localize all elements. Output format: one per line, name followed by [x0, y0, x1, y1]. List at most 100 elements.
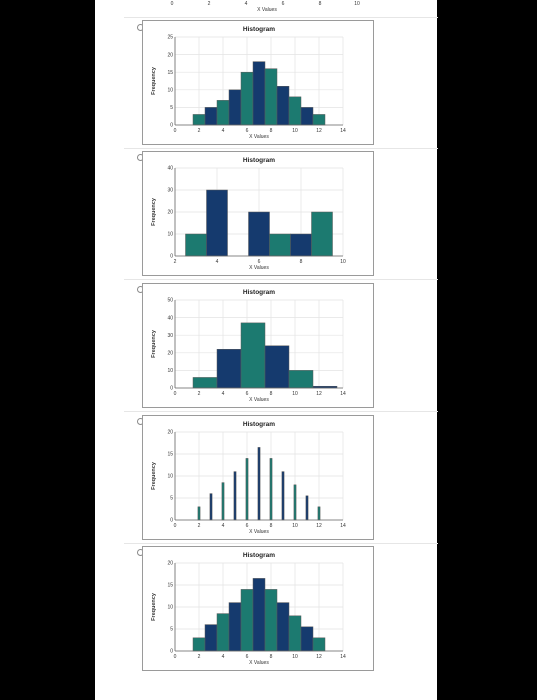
x-axis-label: X Values [249, 397, 269, 403]
y-tick-label: 10 [167, 232, 173, 238]
y-tick-label: 15 [167, 452, 173, 458]
y-tick-label: 0 [170, 518, 173, 524]
y-tick-label: 30 [167, 333, 173, 339]
x-tick-label: 0 [174, 128, 177, 134]
x-tick-label: 6 [246, 523, 249, 529]
option-divider [124, 17, 438, 18]
histogram-bar [264, 589, 278, 652]
x-tick-label: 4 [222, 523, 225, 529]
histogram-c-svg: Histogram 0 10 20 30 40 50 0 2 4 6 8 10 12 14 X Values F… [151, 289, 346, 403]
histogram-bar [228, 89, 242, 126]
x-tick-label: 14 [340, 391, 346, 397]
histogram-bar [276, 602, 290, 652]
x-tick-label: 0 [174, 654, 177, 660]
histogram-bar [204, 107, 218, 126]
x-tick-label: 0 [174, 523, 177, 529]
y-tick-label: 0 [170, 254, 173, 260]
x-tick-label: 6 [246, 391, 249, 397]
histogram-bar [288, 370, 314, 389]
x-tick-label: 4 [222, 128, 225, 134]
histogram-bar [192, 637, 206, 652]
histogram-bar [206, 189, 228, 257]
y-axis-label: Frequency [151, 592, 157, 621]
x-tick-label: 2 [198, 128, 201, 134]
histogram-bar [312, 637, 326, 652]
x-tick-label: 10 [292, 128, 298, 134]
histogram-bar [269, 233, 291, 257]
option-d-histogram: Histogram 0 5 10 15 20 0 2 4 6 8 10 12 14 X Values Freq… [142, 415, 374, 540]
y-tick-label: 10 [167, 88, 173, 94]
histogram-bar [300, 626, 314, 652]
x-tick-label: 0 [171, 1, 174, 7]
y-tick-label: 5 [170, 105, 173, 111]
x-tick-label: 4 [222, 654, 225, 660]
histogram-bar [233, 471, 237, 521]
histogram-bar [305, 495, 309, 521]
histogram-bar [221, 482, 225, 521]
chart-title: Histogram [243, 552, 275, 559]
y-tick-label: 40 [167, 315, 173, 321]
previous-chart-axis: 0 2 4 6 8 10 X Values [171, 1, 360, 13]
histogram-bar [264, 68, 278, 126]
option-divider [124, 543, 438, 544]
option-a-histogram: Histogram 0 5 10 15 20 25 0 2 4 6 8 10 12 14 X Values Fr… [142, 20, 374, 145]
x-tick-label: 2 [198, 523, 201, 529]
x-tick-label: 8 [319, 1, 322, 7]
chart-title: Histogram [243, 289, 275, 296]
y-tick-label: 5 [170, 627, 173, 633]
x-tick-label: 12 [316, 128, 322, 134]
histogram-bar [240, 71, 254, 126]
y-tick-label: 10 [167, 368, 173, 374]
histogram-bar [216, 613, 230, 652]
histogram-bar [248, 211, 270, 257]
y-tick-label: 40 [167, 166, 173, 172]
histogram-b-svg: Histogram 0 10 20 30 40 2 4 6 8 10 X Values Frequenc… [151, 157, 346, 271]
histogram-d-svg: Histogram 0 5 10 15 20 0 2 4 6 8 10 12 14 X Values Freq… [151, 421, 346, 535]
x-tick-label: 2 [198, 654, 201, 660]
histogram-bar [209, 493, 213, 521]
y-tick-label: 50 [167, 298, 173, 304]
y-tick-label: 30 [167, 188, 173, 194]
x-tick-label: 10 [292, 654, 298, 660]
x-tick-label: 8 [270, 391, 273, 397]
histogram-bar [317, 506, 321, 521]
x-tick-label: 6 [246, 128, 249, 134]
x-tick-label: 8 [300, 259, 303, 265]
histogram-bar [288, 615, 302, 652]
x-tick-label: 2 [208, 1, 211, 7]
y-tick-label: 5 [170, 496, 173, 502]
x-tick-label: 12 [316, 391, 322, 397]
histogram-bar [252, 61, 266, 126]
histogram-bar [185, 233, 207, 257]
chart-title: Histogram [243, 26, 275, 33]
option-divider [124, 411, 438, 412]
histogram-bar [311, 211, 333, 257]
histogram-bar [245, 458, 249, 521]
chart-title: Histogram [243, 421, 275, 428]
histogram-bar [269, 458, 273, 521]
y-tick-label: 15 [167, 583, 173, 589]
chart-title: Histogram [243, 157, 275, 164]
histogram-bar [300, 107, 314, 126]
x-axis-label: X Values [249, 529, 269, 535]
x-tick-label: 6 [282, 1, 285, 7]
x-tick-label: 0 [174, 391, 177, 397]
x-tick-label: 4 [216, 259, 219, 265]
y-tick-label: 20 [167, 561, 173, 567]
y-tick-label: 0 [170, 386, 173, 392]
histogram-bar [216, 100, 230, 126]
x-tick-label: 8 [270, 128, 273, 134]
histogram-bar [197, 506, 201, 521]
histogram-bar [216, 349, 242, 389]
y-tick-label: 20 [167, 351, 173, 357]
x-axis-label: X Values [249, 134, 269, 140]
y-axis-label: Frequency [151, 66, 157, 95]
x-tick-label: 2 [198, 391, 201, 397]
histogram-bar [264, 345, 290, 389]
histogram-bar [281, 471, 285, 521]
x-tick-label: 12 [316, 654, 322, 660]
y-axis-label: Frequency [151, 197, 157, 226]
y-tick-label: 10 [167, 474, 173, 480]
x-axis-label: X Values [249, 660, 269, 666]
histogram-a-svg: Histogram 0 5 10 15 20 25 0 2 4 6 8 10 12 14 X Values Fr… [151, 26, 346, 140]
